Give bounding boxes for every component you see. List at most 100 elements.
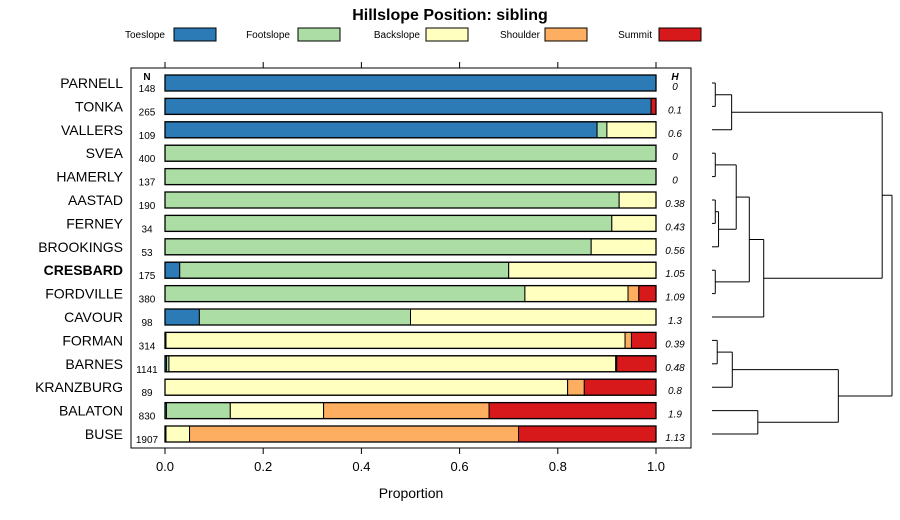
x-tick-label: 1.0 — [647, 459, 665, 474]
bar-segment-footslope — [165, 402, 231, 420]
row-n: 148 — [139, 84, 156, 95]
bar-segment-shoulder — [323, 402, 490, 420]
row-label: BROOKINGS — [38, 239, 123, 255]
bar-segment-summit — [630, 331, 657, 349]
row-label: VALLERS — [61, 122, 123, 138]
row-kranzburg: KRANZBURG 89 0.8 — [35, 378, 682, 399]
h-header: H — [671, 72, 679, 83]
row-label: BARNES — [65, 356, 123, 372]
row-n: 314 — [139, 341, 156, 352]
row-label: CAVOUR — [64, 309, 123, 325]
row-label: FORMAN — [62, 332, 123, 348]
bar-outline — [164, 284, 657, 303]
bar-segment-toeslope — [164, 74, 657, 92]
bar-outline — [164, 355, 657, 373]
row-label: FORDVILLE — [45, 286, 123, 302]
row-cavour: CAVOUR 98 1.3 — [64, 308, 682, 329]
bar-segment-backslope — [165, 331, 626, 349]
row-h: 0.6 — [668, 129, 682, 140]
row-tonka: TONKA 265 0.1 — [75, 97, 682, 118]
bar-segment-toeslope — [164, 121, 598, 139]
row-h: 0 — [672, 152, 678, 163]
legend: Toeslope Footslope Backslope Shoulder Summit — [125, 27, 702, 42]
dendrogram — [712, 82, 893, 435]
bar-segment-backslope — [618, 191, 657, 209]
legend-swatch-summit — [658, 27, 702, 42]
row-h: 0.48 — [665, 363, 685, 374]
bar-segment-summit — [518, 425, 657, 443]
bar-segment-backslope — [590, 238, 657, 256]
bar-segment-backslope — [164, 378, 569, 396]
legend-label-footslope: Footslope — [246, 30, 290, 41]
row-h: 0.8 — [668, 386, 682, 397]
bar-segment-summit — [638, 285, 657, 303]
x-axis: 0.0 0.2 0.4 0.6 0.8 1.0 — [156, 62, 665, 474]
x-tick-label: 0.6 — [451, 459, 469, 474]
row-h: 0 — [672, 176, 678, 187]
bar-segment-footslope — [164, 285, 526, 303]
bar-segment-footslope — [179, 261, 510, 279]
legend-label-summit: Summit — [618, 30, 652, 41]
row-parnell: PARNELL 148 0 — [60, 74, 678, 95]
row-h: 0.1 — [668, 105, 682, 116]
bar-segment-footslope — [164, 238, 592, 256]
legend-swatch-backslope — [425, 27, 469, 42]
row-n: 53 — [141, 248, 153, 259]
x-tick-label: 0.8 — [549, 459, 567, 474]
bar-outline — [164, 378, 657, 396]
row-balaton: BALATON 830 1.9 — [59, 401, 682, 423]
bar-segment-shoulder — [627, 285, 640, 303]
n-header: N — [143, 72, 150, 83]
bar-segment-backslope — [229, 402, 325, 420]
legend-label-backslope: Backslope — [374, 30, 421, 41]
bar-outline — [164, 167, 657, 186]
bar-outline — [164, 121, 657, 139]
row-label: BALATON — [59, 403, 123, 419]
row-label: CRESBARD — [44, 262, 123, 278]
row-n: 34 — [141, 224, 153, 235]
rows: PARNELL 148 0 TONKA 265 0.1 VALLERS 109 0.6 SVEA 4… — [35, 74, 685, 446]
row-n: 89 — [141, 388, 153, 399]
bar-outline — [164, 144, 657, 162]
bar-outline — [164, 97, 657, 116]
bar-segment-backslope — [524, 285, 629, 303]
bar-segment-summit — [583, 378, 657, 396]
bar-segment-shoulder — [624, 331, 632, 349]
bar-segment-backslope — [165, 425, 191, 443]
bar-outline — [164, 401, 657, 420]
row-n: 400 — [139, 154, 156, 165]
row-label: PARNELL — [60, 75, 123, 91]
row-brookings: BROOKINGS 53 0.56 — [38, 238, 685, 259]
row-hamerly: HAMERLY 137 0 — [56, 167, 678, 189]
bar-outline — [164, 261, 657, 279]
x-tick-label: 0.4 — [352, 459, 370, 474]
row-h: 1.9 — [668, 410, 682, 421]
plot-frame — [130, 67, 692, 449]
row-label: KRANZBURG — [35, 379, 123, 395]
bar-outline — [164, 308, 657, 326]
row-ferney: FERNEY 34 0.43 — [66, 214, 685, 235]
bar-segment-backslope — [410, 308, 657, 326]
bar-outline — [164, 425, 657, 443]
row-label: TONKA — [75, 98, 124, 114]
bar-segment-toeslope — [164, 261, 181, 279]
row-label: HAMERLY — [56, 169, 123, 185]
row-n: 830 — [139, 412, 156, 423]
row-buse: BUSE 1907 1.13 — [85, 425, 685, 446]
bar-segment-footslope — [198, 308, 411, 326]
legend-swatch-shoulder — [544, 27, 588, 42]
bar-segment-backslope — [508, 261, 657, 279]
row-n: 98 — [141, 318, 153, 329]
chart-title: Hillslope Position: sibling — [352, 7, 548, 24]
bar-segment-summit — [650, 97, 657, 115]
row-h: 1.05 — [665, 269, 685, 280]
x-tick-label: 0.2 — [254, 459, 272, 474]
x-axis-title: Proportion — [379, 485, 444, 501]
legend-swatch-footslope — [297, 27, 341, 42]
row-barnes: BARNES 1141 0.48 — [65, 355, 685, 376]
bar-outline — [164, 238, 657, 256]
row-svea: SVEA 400 0 — [86, 144, 678, 165]
row-forman: FORMAN 314 0.39 — [62, 331, 685, 352]
bar-segment-backslope — [606, 121, 657, 139]
